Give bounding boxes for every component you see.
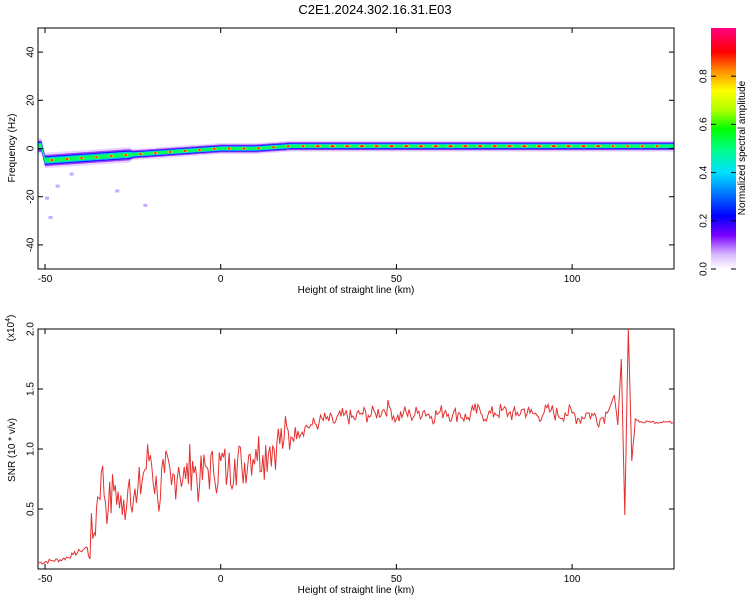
colorbar-tick-label: 0.0 [699, 262, 710, 276]
spectrogram-peak-core [154, 152, 157, 154]
spectrogram-peak-core [272, 146, 275, 149]
spectrogram-x-tick-label: -50 [38, 274, 53, 285]
snr-y-tick-label: 2.0 [26, 322, 37, 336]
spectrogram-peak-core [183, 150, 187, 152]
spectrogram-x-tick-label: 50 [391, 274, 403, 285]
spectrogram-peak-core [95, 156, 98, 158]
colorbar: 0.0 0.2 0.4 0.6 0.8 Normalized spectral ampl… [699, 28, 748, 276]
snr-y-tick-label: 1.0 [26, 442, 37, 456]
spectrogram-peak-core [566, 145, 571, 147]
spectrogram-peak-core [536, 145, 542, 147]
spectrogram-peak-core [463, 145, 468, 147]
spectrogram-peak-core [374, 145, 379, 147]
spectrogram-peak-core [65, 158, 69, 160]
spectrogram-peak-core [404, 145, 409, 147]
snr-frame [37, 328, 675, 570]
colorbar-tick-label: 0.4 [699, 165, 710, 179]
snr-x-tick-label: 50 [391, 574, 403, 585]
spectrogram-peak-core [315, 145, 320, 147]
spectrogram-ridge-band [38, 144, 674, 163]
snr-series-line [38, 329, 674, 565]
spectrogram-peak-core [551, 145, 556, 147]
spectrogram-peak-core [301, 145, 305, 147]
spectrogram-speckle [45, 196, 50, 200]
spectrogram-peak-core [286, 145, 290, 148]
spectrogram-y-label: Frequency (Hz) [7, 114, 18, 183]
spectrogram-peak-core [389, 145, 394, 147]
snr-x-tick-label: 100 [564, 574, 581, 585]
spectrogram-peak-core [477, 145, 483, 147]
spectrogram-y-tick-label: 0 [26, 145, 37, 151]
spectrogram-speckle [55, 184, 60, 188]
spectrogram-ridge-band [38, 142, 674, 164]
colorbar-tick-label: 0.8 [699, 69, 710, 83]
spectrogram-peak-core [433, 145, 438, 147]
snr-scale-label: (x104) [5, 315, 17, 342]
spectrogram-speckle [69, 172, 74, 176]
snr-x-tick-label: -50 [38, 574, 53, 585]
spectrogram-peak-core [596, 145, 601, 147]
spectrogram-peak-core [330, 145, 335, 147]
spectrogram-panel: -50 0 50 100 -40 -20 0 20 40 Height of straight… [7, 27, 675, 296]
spectrogram-y-tick-label: -40 [26, 237, 37, 252]
spectrogram-y-tick-label: 40 [26, 46, 37, 58]
spectrogram-peak-core [448, 145, 453, 147]
spectrogram-peak-core [611, 145, 615, 147]
spectrogram-peak-core [257, 147, 260, 150]
colorbar-gradient [711, 28, 736, 269]
spectrogram-peak-core [641, 145, 644, 147]
chart-title: C2E1.2024.302.16.31.E03 [298, 2, 452, 17]
spectrogram-peak-core [213, 148, 216, 150]
spectrogram-peak-core [359, 145, 365, 147]
colorbar-tick-label: 0.6 [699, 117, 710, 131]
spectrogram-peak-core [227, 147, 231, 150]
spectrogram-x-tick-label: 100 [564, 274, 581, 285]
snr-y-label: SNR (10 * v/v) [7, 418, 18, 482]
spectrogram-x-label: Height of straight line (km) [298, 285, 415, 296]
spectrogram-y-tick-label: 20 [26, 94, 37, 106]
snr-x-tick-label: 0 [218, 574, 224, 585]
snr-y-tick-label: 0.5 [26, 502, 37, 516]
spectrogram-peak-core [655, 145, 659, 147]
colorbar-tick-label: 0.2 [699, 213, 710, 227]
spectrogram-peak-core [345, 145, 350, 147]
snr-panel: -50 0 50 100 0.5 1.0 1.5 2.0 Height of straigh… [5, 315, 675, 596]
snr-x-label: Height of straight line (km) [298, 585, 415, 596]
spectrogram-y-tick-label: -20 [26, 189, 37, 204]
spectrogram-peak-core [198, 149, 201, 151]
spectrogram-peak-core [626, 145, 629, 147]
spectrogram-peak-core [168, 151, 172, 153]
spectrogram-peak-core [139, 153, 142, 155]
spectrogram-peak-core [507, 145, 512, 147]
spectrogram-peak-core [581, 145, 586, 147]
spectrogram-peak-core [80, 157, 83, 159]
spectrogram-peak-core [492, 145, 497, 147]
colorbar-label: Normalized spectral amplitude [737, 80, 748, 215]
spectrogram-peak-core [522, 145, 527, 147]
spectrogram-speckle [143, 203, 148, 207]
spectrogram-peak-core [109, 155, 113, 157]
spectrogram-peak-core [124, 154, 128, 156]
spectrogram-peak-core [418, 145, 424, 147]
spectrogram-speckle [48, 215, 53, 219]
snr-y-tick-label: 1.5 [26, 382, 37, 396]
spectrogram-peak-core [242, 147, 246, 150]
spectrogram-peak-core [50, 159, 54, 161]
spectrogram-speckle [115, 189, 120, 193]
spectrogram-x-tick-label: 0 [218, 274, 224, 285]
